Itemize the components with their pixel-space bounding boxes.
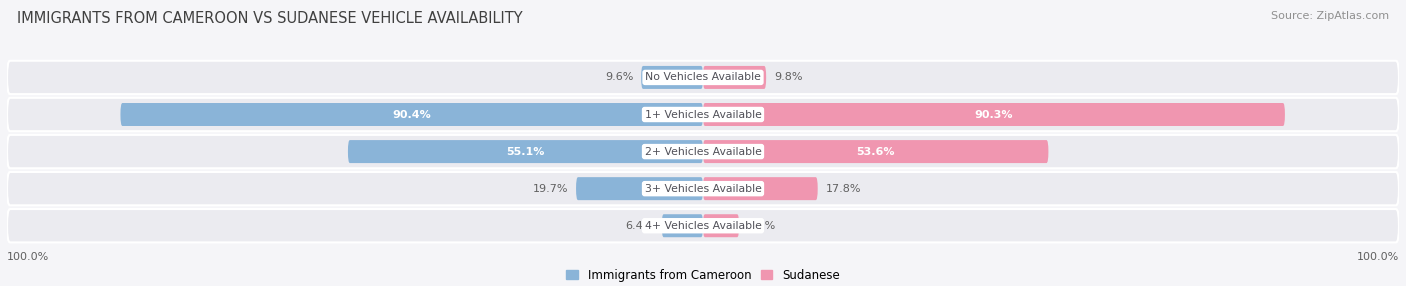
FancyBboxPatch shape xyxy=(703,214,740,237)
Text: 1+ Vehicles Available: 1+ Vehicles Available xyxy=(644,110,762,120)
Text: 9.6%: 9.6% xyxy=(605,72,633,82)
Text: IMMIGRANTS FROM CAMEROON VS SUDANESE VEHICLE AVAILABILITY: IMMIGRANTS FROM CAMEROON VS SUDANESE VEH… xyxy=(17,11,523,26)
FancyBboxPatch shape xyxy=(703,177,818,200)
FancyBboxPatch shape xyxy=(7,98,1399,131)
Text: 100.0%: 100.0% xyxy=(1357,252,1399,262)
FancyBboxPatch shape xyxy=(662,214,703,237)
FancyBboxPatch shape xyxy=(7,135,1399,168)
Text: 100.0%: 100.0% xyxy=(7,252,49,262)
FancyBboxPatch shape xyxy=(576,177,703,200)
FancyBboxPatch shape xyxy=(7,61,1399,94)
FancyBboxPatch shape xyxy=(347,140,703,163)
FancyBboxPatch shape xyxy=(7,172,1399,205)
FancyBboxPatch shape xyxy=(121,103,703,126)
FancyBboxPatch shape xyxy=(703,103,1285,126)
Text: 90.3%: 90.3% xyxy=(974,110,1014,120)
Text: 19.7%: 19.7% xyxy=(533,184,568,194)
Legend: Immigrants from Cameroon, Sudanese: Immigrants from Cameroon, Sudanese xyxy=(567,269,839,282)
Text: 2+ Vehicles Available: 2+ Vehicles Available xyxy=(644,147,762,156)
FancyBboxPatch shape xyxy=(7,209,1399,243)
Text: 6.4%: 6.4% xyxy=(626,221,654,231)
FancyBboxPatch shape xyxy=(703,140,1049,163)
Text: 3+ Vehicles Available: 3+ Vehicles Available xyxy=(644,184,762,194)
Text: 4+ Vehicles Available: 4+ Vehicles Available xyxy=(644,221,762,231)
Text: 53.6%: 53.6% xyxy=(856,147,896,156)
FancyBboxPatch shape xyxy=(641,66,703,89)
Text: No Vehicles Available: No Vehicles Available xyxy=(645,72,761,82)
Text: 5.6%: 5.6% xyxy=(747,221,775,231)
Text: 17.8%: 17.8% xyxy=(825,184,860,194)
Text: 9.8%: 9.8% xyxy=(773,72,803,82)
Text: Source: ZipAtlas.com: Source: ZipAtlas.com xyxy=(1271,11,1389,21)
Text: 55.1%: 55.1% xyxy=(506,147,544,156)
FancyBboxPatch shape xyxy=(703,66,766,89)
Text: 90.4%: 90.4% xyxy=(392,110,432,120)
